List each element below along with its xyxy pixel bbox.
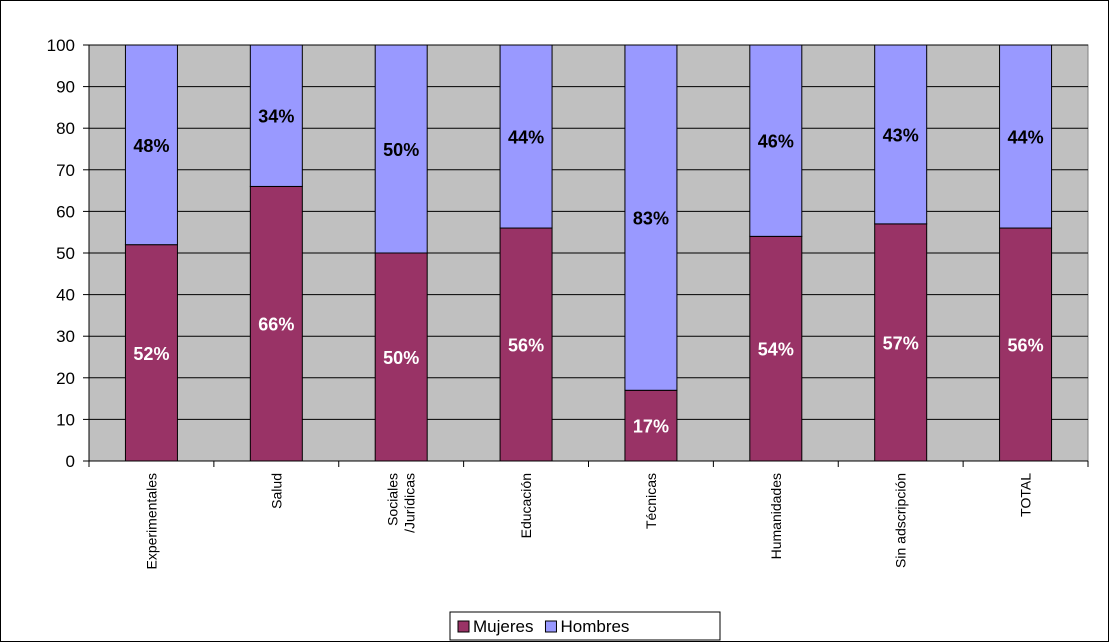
x-category-label-line: /Jurídicas (402, 473, 418, 533)
bar-mujeres (749, 235, 803, 462)
x-category-label-line: Sociales (385, 473, 401, 526)
data-label-hombres: 83% (633, 209, 669, 229)
bar-hombres (374, 44, 428, 254)
bar-hombres (124, 44, 178, 246)
data-label-mujeres: 66% (258, 315, 294, 335)
y-tick-label: 60 (56, 202, 75, 221)
bar-mujeres (374, 252, 428, 462)
axes: 0 10 20 30 40 50 60 70 80 90 100 Experimentales Salu… (47, 36, 1089, 570)
y-tick-label: 0 (66, 452, 75, 471)
data-label-mujeres: 57% (883, 333, 919, 353)
data-label-mujeres: 56% (1008, 336, 1044, 356)
data-label-hombres: 44% (1008, 128, 1044, 148)
bar-mujeres (499, 227, 553, 462)
bar-mujeres (624, 389, 678, 462)
bar-hombres (874, 44, 928, 225)
x-category-label-line: Sin adscripción (893, 473, 909, 568)
legend: Mujeres Hombres (449, 611, 721, 641)
legend-box (449, 611, 721, 641)
y-tick-label: 20 (56, 369, 75, 388)
data-label-mujeres: 54% (758, 340, 794, 360)
data-label-hombres: 50% (383, 140, 419, 160)
y-tick-label: 90 (56, 78, 75, 97)
x-category-label-line: Humanidades (768, 473, 784, 559)
y-tick-label: 50 (56, 244, 75, 263)
data-label-hombres: 44% (508, 128, 544, 148)
x-category-label-line: TOTAL (1018, 473, 1034, 517)
y-tick-label: 10 (56, 410, 75, 429)
x-category-label-line: Experimentales (143, 473, 159, 570)
y-tick-label: 80 (56, 119, 75, 138)
y-tick-label: 30 (56, 327, 75, 346)
data-label-hombres: 34% (258, 107, 294, 127)
x-category-label: Educación (518, 473, 534, 538)
data-label-hombres: 46% (758, 132, 794, 152)
legend-label-mujeres: Mujeres (473, 617, 533, 636)
bar-mujeres (124, 244, 178, 462)
data-label-mujeres: 17% (633, 417, 669, 437)
legend-swatch-hombres (544, 620, 557, 633)
y-tick-label: 70 (56, 161, 75, 180)
x-category-label: Sin adscripción (893, 473, 909, 568)
bar-hombres (749, 44, 803, 237)
bars (124, 44, 1053, 462)
bar-hombres (999, 44, 1053, 229)
x-category-label-line: Salud (268, 473, 284, 509)
bar-mujeres (999, 227, 1053, 462)
bar-hombres (249, 44, 303, 187)
x-category-label: Experimentales (143, 473, 159, 570)
legend-label-hombres: Hombres (560, 617, 629, 636)
y-tick-label: 100 (47, 36, 75, 55)
x-category-label: Técnicas (643, 473, 659, 529)
data-label-mujeres: 50% (383, 348, 419, 368)
data-labels: 52% 48% 66% 34% 50% 50% 56% 44% 17% 83% 54% 46% 57% 4… (133, 107, 1043, 437)
x-category-label-line: Educación (518, 473, 534, 538)
bar-hombres (499, 44, 553, 229)
bar-mujeres (249, 185, 303, 462)
data-label-hombres: 48% (133, 136, 169, 156)
legend-swatch-mujeres (457, 620, 470, 633)
y-tick-label: 40 (56, 286, 75, 305)
data-label-hombres: 43% (883, 125, 919, 145)
bar-hombres (624, 44, 678, 391)
x-category-label: Sociales/Jurídicas (385, 473, 418, 533)
data-label-mujeres: 52% (133, 344, 169, 364)
x-category-label: Salud (268, 473, 284, 509)
x-category-label: TOTAL (1018, 473, 1034, 517)
x-category-label-line: Técnicas (643, 473, 659, 529)
x-category-label: Humanidades (768, 473, 784, 559)
data-label-mujeres: 56% (508, 336, 544, 356)
